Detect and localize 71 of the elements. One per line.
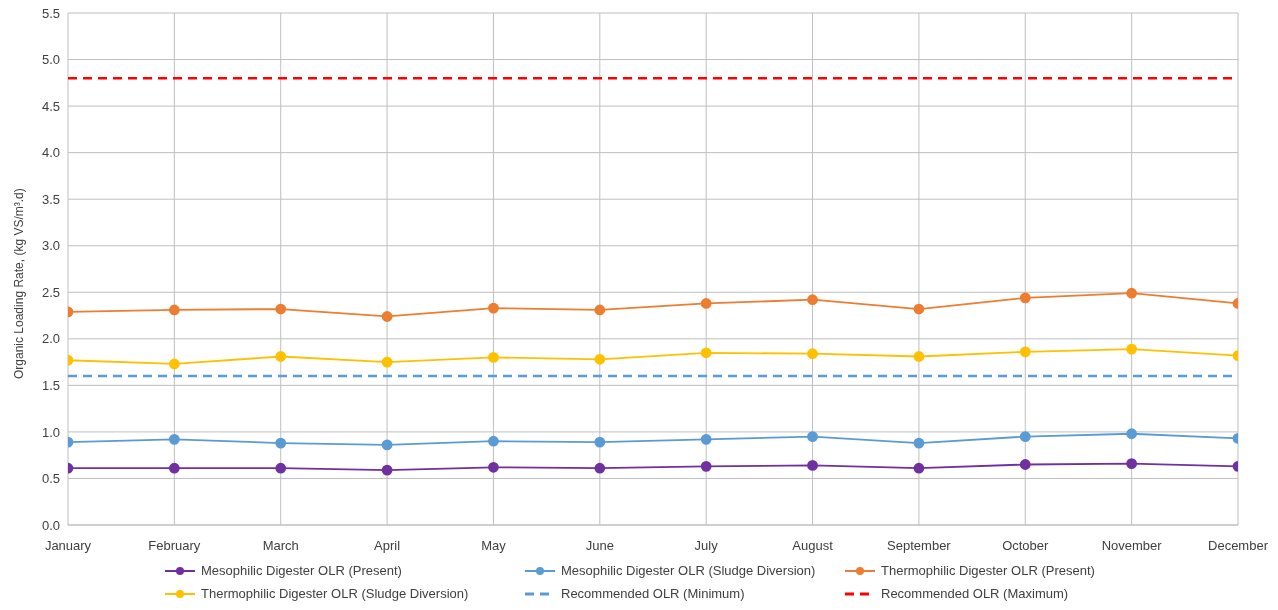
legend-label: Thermophilic Digester OLR (Sludge Diversion) xyxy=(201,586,469,601)
x-tick-label: April xyxy=(374,538,401,554)
x-tick-label: March xyxy=(262,538,299,554)
y-tick-label: 0.0 xyxy=(41,517,60,533)
point xyxy=(807,460,818,471)
y-tick-label: 5.5 xyxy=(41,5,60,21)
y-tick-label: 2.0 xyxy=(41,331,60,347)
point xyxy=(488,302,499,314)
point xyxy=(913,351,925,362)
y-axis-title: Organic Loading Rate, (kg VS/m³.d) xyxy=(12,188,27,379)
point xyxy=(1019,431,1031,442)
x-tick-label: July xyxy=(694,538,719,554)
x-tick-label: January xyxy=(44,538,92,554)
x-tick-label: August xyxy=(792,538,834,554)
x-tick-label: November xyxy=(1101,538,1163,554)
point xyxy=(594,436,606,448)
point xyxy=(700,433,712,445)
legend-label: Thermophilic Digester OLR (Present) xyxy=(881,563,1095,578)
legend-label: Mesophilic Digester OLR (Present) xyxy=(201,563,402,578)
point xyxy=(1126,343,1138,355)
point xyxy=(1126,428,1138,440)
point xyxy=(381,356,393,368)
point xyxy=(1126,287,1138,299)
x-tick-label: September xyxy=(887,538,952,554)
x-tick-label: May xyxy=(481,538,507,554)
point xyxy=(381,439,393,451)
y-tick-label: 4.5 xyxy=(41,98,60,114)
point xyxy=(594,353,606,365)
point xyxy=(1019,292,1031,304)
point xyxy=(807,348,818,360)
y-tick-label: 2.5 xyxy=(41,284,60,300)
y-tick-label: 1.5 xyxy=(41,377,60,393)
point xyxy=(1019,346,1031,358)
point xyxy=(594,462,606,474)
point xyxy=(700,347,712,359)
point xyxy=(1019,459,1031,470)
point xyxy=(275,437,287,449)
point xyxy=(913,437,925,449)
x-tick-label: December xyxy=(1208,538,1269,554)
x-tick-label: June xyxy=(585,538,614,554)
point xyxy=(168,304,180,316)
legend-label: Recommended OLR (Minimum) xyxy=(561,586,745,601)
point xyxy=(913,303,925,315)
x-tick-label: February xyxy=(148,538,201,554)
point xyxy=(700,298,712,309)
point xyxy=(381,311,393,322)
legend-label: Mesophilic Digester OLR (Sludge Diversion) xyxy=(561,563,816,578)
point xyxy=(381,464,393,476)
point xyxy=(700,460,712,472)
point xyxy=(275,351,287,362)
point xyxy=(488,352,499,363)
point xyxy=(807,294,818,306)
point xyxy=(168,358,180,370)
y-tick-label: 5.0 xyxy=(41,52,60,68)
y-tick-label: 1.0 xyxy=(41,424,60,440)
y-tick-label: 3.0 xyxy=(41,238,60,254)
point xyxy=(1126,458,1138,469)
y-tick-label: 0.5 xyxy=(41,471,60,487)
y-tick-label: 4.0 xyxy=(41,145,60,161)
point xyxy=(168,433,180,445)
point xyxy=(488,435,499,447)
legend-label: Recommended OLR (Maximum) xyxy=(881,586,1069,601)
point xyxy=(275,462,287,474)
point xyxy=(807,431,818,442)
point xyxy=(488,461,499,473)
point xyxy=(913,462,925,474)
point xyxy=(168,462,180,474)
x-tick-label: October xyxy=(1002,538,1050,554)
y-tick-label: 3.5 xyxy=(41,191,60,207)
point xyxy=(594,304,606,316)
point xyxy=(275,303,287,315)
